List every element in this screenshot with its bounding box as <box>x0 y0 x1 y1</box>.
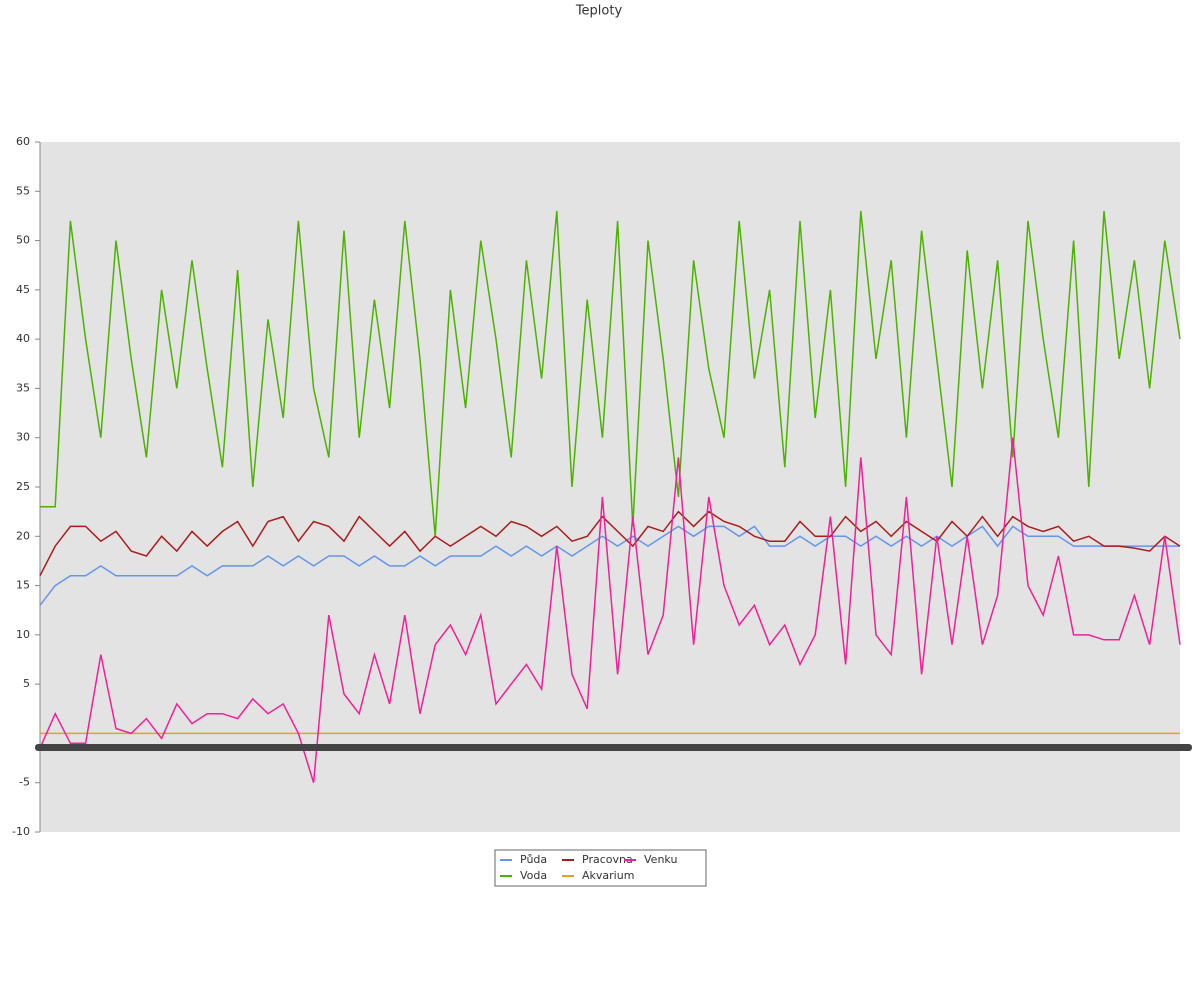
legend-label: Venku <box>644 853 677 866</box>
plot-area <box>40 142 1180 832</box>
y-tick-label: 10 <box>16 628 30 641</box>
y-tick-label: 20 <box>16 529 30 542</box>
series-line <box>39 510 1181 577</box>
series-line <box>39 525 1180 606</box>
y-tick-label: -10 <box>12 825 30 838</box>
y-tick-label: 60 <box>16 135 30 148</box>
y-tick-label: 55 <box>16 184 30 197</box>
y-tick-label: 45 <box>16 283 30 296</box>
bar-artifact <box>35 744 1192 751</box>
y-tick-label: 25 <box>16 480 30 493</box>
legend-label: Akvarium <box>582 869 634 882</box>
y-tick-label: 30 <box>16 431 30 444</box>
series-line <box>39 437 1181 783</box>
y-tick-label: 40 <box>16 332 30 345</box>
y-tick-label: 5 <box>23 677 30 690</box>
series-layer <box>39 210 1181 783</box>
legend-box <box>494 849 707 887</box>
chart-title: Teploty <box>575 4 623 19</box>
legend-label: Voda <box>520 869 547 882</box>
legend: Půda Voda Pracovna Akvarium Venku <box>500 853 677 882</box>
y-tick-label: 15 <box>16 579 30 592</box>
series-line <box>40 210 1181 537</box>
y-tick-label: 35 <box>16 381 30 394</box>
legend-label: Půda <box>520 853 547 866</box>
y-tick-label: 50 <box>16 234 30 247</box>
y-tick-label: -5 <box>19 776 30 789</box>
legend-label: Pracovna <box>582 853 633 866</box>
